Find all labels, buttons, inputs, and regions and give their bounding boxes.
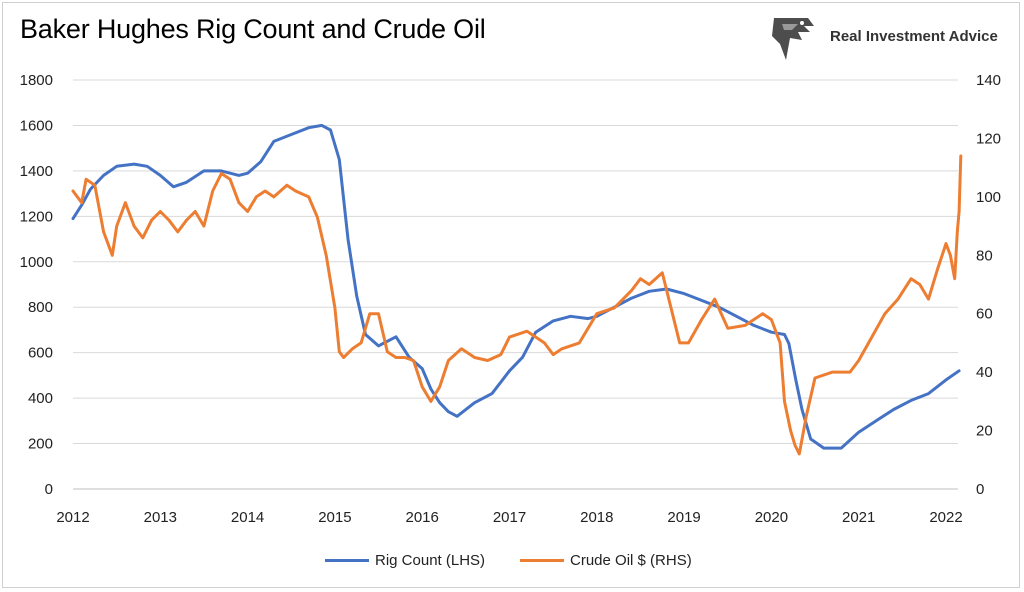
series-lines	[71, 123, 963, 456]
y-left-tick-label: 1200	[20, 208, 53, 225]
y-right-tick-label: 0	[976, 481, 984, 498]
x-tick-label: 2013	[144, 509, 177, 526]
chart-title: Baker Hughes Rig Count and Crude Oil	[20, 14, 486, 44]
x-tick-label: 2019	[667, 509, 700, 526]
x-tick-label: 2012	[56, 509, 89, 526]
legend: Rig Count (LHS) Crude Oil $ (RHS)	[0, 549, 1024, 571]
y-left-tick-label: 1400	[20, 163, 53, 180]
series-line-crude-oil	[71, 154, 963, 456]
x-tick-label: 2016	[406, 509, 439, 526]
y-right-tick-label: 60	[976, 306, 993, 323]
y-left-tick-label: 200	[28, 436, 53, 453]
y-right-tick-label: 20	[976, 423, 993, 440]
y-left-tick-label: 1800	[20, 72, 53, 89]
y-left-tick-label: 0	[45, 481, 53, 498]
x-axis: 2012 2013 2014 2015 2016 2017 2018 2019 2020 2021…	[56, 509, 962, 526]
x-tick-label: 2015	[318, 509, 351, 526]
legend-swatch-rig	[325, 558, 369, 562]
y-left-tick-label: 1600	[20, 117, 53, 134]
legend-swatch-oil	[520, 558, 564, 562]
x-tick-label: 2018	[580, 509, 613, 526]
legend-item-rig[interactable]: Rig Count (LHS)	[325, 549, 485, 571]
y-right-tick-label: 40	[976, 364, 993, 381]
legend-item-oil[interactable]: Crude Oil $ (RHS)	[520, 549, 692, 571]
series-line-rig-count	[71, 123, 961, 450]
brand[interactable]: Real Investment Advice	[768, 14, 1013, 64]
x-tick-label: 2014	[231, 509, 264, 526]
y-axis-right: 0 20 40 60 80 100 120 140	[976, 72, 1001, 498]
x-tick-label: 2021	[842, 509, 875, 526]
y-left-tick-label: 600	[28, 345, 53, 362]
brand-name: Real Investment Advice	[830, 28, 998, 45]
y-left-tick-label: 400	[28, 390, 53, 407]
y-right-tick-label: 120	[976, 130, 1001, 147]
y-axis-left: 0 200 400 600 800 1000 1200 1400 1600 1800	[20, 72, 53, 498]
y-right-tick-label: 80	[976, 247, 993, 264]
y-right-tick-label: 100	[976, 189, 1001, 206]
y-left-tick-label: 1000	[20, 254, 53, 271]
x-tick-label: 2017	[493, 509, 526, 526]
x-tick-label: 2022	[929, 509, 962, 526]
y-right-tick-label: 140	[976, 72, 1001, 89]
y-left-tick-label: 800	[28, 299, 53, 316]
legend-label-rig: Rig Count (LHS)	[375, 551, 486, 569]
gridlines	[73, 79, 958, 445]
eagle-head-icon	[772, 18, 814, 60]
x-tick-label: 2020	[755, 509, 788, 526]
legend-label-oil: Crude Oil $ (RHS)	[570, 551, 692, 569]
